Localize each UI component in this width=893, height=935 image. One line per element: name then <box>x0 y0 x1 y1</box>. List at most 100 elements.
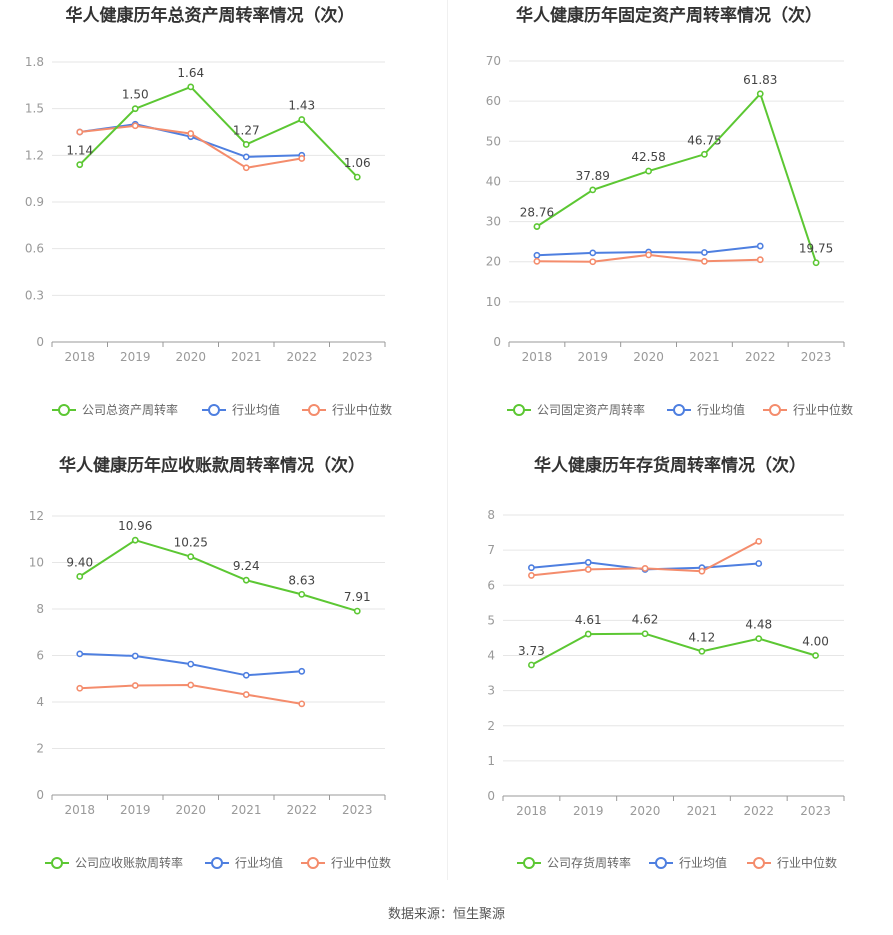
y-tick-label: 1 <box>487 754 495 768</box>
legend-item-company: 公司应收账款周转率 <box>45 855 183 870</box>
x-tick-label: 2020 <box>175 803 206 817</box>
data-point-company <box>589 186 597 194</box>
legend-label: 行业中位数 <box>331 855 391 870</box>
data-point-company <box>701 150 708 158</box>
data-point-company <box>812 652 819 659</box>
data-point-company <box>76 573 84 580</box>
legend-item-company: 公司总资产周转率 <box>52 402 178 417</box>
y-tick-label: 8 <box>487 508 495 522</box>
y-tick-label: 4 <box>36 695 44 709</box>
data-point-average <box>589 249 597 257</box>
chart-svg-1: 华人健康历年固定资产周转率情况（次） 0 10 20 30 40 50 60 70 2018 201… <box>486 5 853 417</box>
data-point-company <box>755 635 763 643</box>
chart-svg-2: 华人健康历年应收账款周转率情况（次） 0 2 4 6 8 10 12 2018 2019 2020 2… <box>29 455 391 870</box>
data-point-median <box>131 682 139 689</box>
data-label: 4.62 <box>632 613 659 627</box>
data-point-median <box>641 564 649 572</box>
x-tick-label: 2018 <box>522 350 553 364</box>
data-label: 10.25 <box>174 536 208 550</box>
legend-label: 公司应收账款周转率 <box>75 855 183 870</box>
legend-label: 公司总资产周转率 <box>82 402 178 417</box>
legend-marker <box>308 404 320 416</box>
data-point-company <box>298 116 306 123</box>
y-tick-label: 4 <box>487 649 495 663</box>
chart-fixed-asset-turnover: 华人健康历年固定资产周转率情况（次） 0 10 20 30 40 50 60 70 2018 201… <box>447 0 893 460</box>
chart-svg-3: 华人健康历年存货周转率情况（次） 0 1 2 3 4 5 6 7 8 2018 2019 2020 202… <box>487 455 845 870</box>
legend-item-median: 行业中位数 <box>302 402 392 417</box>
data-point-median <box>187 130 195 137</box>
data-point-company <box>698 647 706 655</box>
x-tick-label: 2023 <box>801 350 832 364</box>
data-label: 7.91 <box>344 590 371 604</box>
chart-title: 华人健康历年应收账款周转率情况（次） <box>59 455 365 476</box>
data-point-company <box>298 590 306 598</box>
legend-label: 行业中位数 <box>332 402 392 417</box>
data-point-average <box>755 560 763 567</box>
y-tick-label: 3 <box>487 684 495 698</box>
data-point-average <box>584 559 592 566</box>
data-point-company <box>756 90 764 98</box>
data-point-company <box>353 173 361 181</box>
data-point-company <box>187 553 195 561</box>
y-tick-label: 2 <box>487 719 495 733</box>
legend-item-median: 行业中位数 <box>301 855 391 870</box>
legend-marker <box>51 857 63 869</box>
data-label: 4.61 <box>575 613 602 627</box>
y-tick-label: 10 <box>486 295 501 309</box>
x-tick-label: 2019 <box>120 803 151 817</box>
data-point-company <box>242 141 250 148</box>
series-line-company <box>79 539 358 613</box>
data-point-average <box>187 660 195 668</box>
data-label: 4.00 <box>802 635 829 649</box>
x-tick-label: 2018 <box>516 804 547 818</box>
data-point-median <box>584 566 592 573</box>
x-tick-label: 2023 <box>342 803 373 817</box>
y-tick-label: 0 <box>36 335 44 349</box>
x-tick-label: 2022 <box>743 804 774 818</box>
data-point-company <box>187 83 195 91</box>
data-point-company <box>528 661 535 669</box>
data-point-median <box>298 700 306 708</box>
legend-label: 行业均值 <box>697 402 745 417</box>
data-point-average <box>701 249 708 256</box>
data-point-median <box>645 251 652 259</box>
data-source-note: 数据来源：恒生聚源 <box>387 907 505 922</box>
x-tick-label: 2023 <box>800 804 831 818</box>
data-label: 4.48 <box>745 618 772 632</box>
chart-title: 华人健康历年固定资产周转率情况（次） <box>516 5 822 26</box>
y-tick-label: 30 <box>486 215 501 229</box>
data-point-median <box>187 681 195 689</box>
x-tick-label: 2023 <box>342 350 373 364</box>
data-point-company <box>131 105 139 113</box>
y-tick-label: 0 <box>487 789 495 803</box>
data-point-company <box>533 223 541 230</box>
legend-marker <box>211 857 223 869</box>
data-point-average <box>756 242 764 250</box>
data-label: 9.24 <box>233 559 260 573</box>
legend-item-average: 行业均值 <box>667 402 745 417</box>
x-tick-label: 2019 <box>120 350 151 364</box>
y-tick-label: 8 <box>36 602 44 616</box>
data-point-median <box>756 256 764 264</box>
data-label: 1.06 <box>344 156 371 170</box>
legend-marker <box>208 404 220 416</box>
legend-label: 行业中位数 <box>777 855 837 870</box>
data-point-company <box>641 630 649 638</box>
x-tick-label: 2021 <box>231 803 262 817</box>
data-point-average <box>131 652 139 660</box>
panel-divider <box>447 0 448 880</box>
legend-label: 行业均值 <box>679 855 727 870</box>
legend-label: 行业均值 <box>235 855 283 870</box>
legend-item-median: 行业中位数 <box>763 402 853 417</box>
legend-marker <box>753 857 765 869</box>
x-tick-label: 2018 <box>64 803 95 817</box>
x-tick-label: 2022 <box>745 350 776 364</box>
chart-inventory-turnover: 华人健康历年存货周转率情况（次） 0 1 2 3 4 5 6 7 8 2018 2019 2020 202… <box>447 450 893 910</box>
data-point-company <box>812 259 820 267</box>
data-label: 1.43 <box>288 99 315 113</box>
data-label: 1.14 <box>66 144 93 158</box>
x-tick-label: 2021 <box>687 804 718 818</box>
x-tick-label: 2021 <box>231 350 262 364</box>
legend-marker <box>58 404 70 416</box>
y-tick-label: 20 <box>486 255 501 269</box>
